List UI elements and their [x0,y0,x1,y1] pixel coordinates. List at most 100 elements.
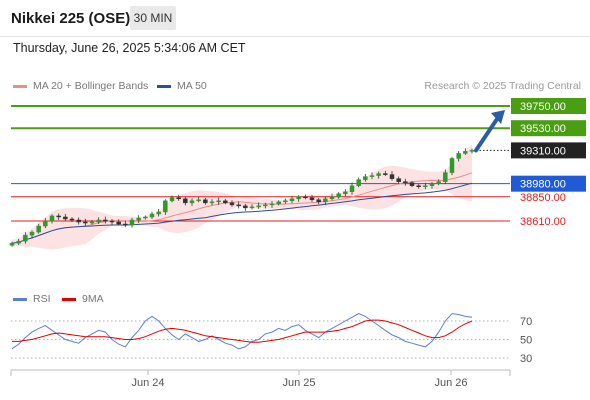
candle-body [276,201,281,205]
candle-body [156,211,161,215]
legend-rsi-ma: 9MA [62,293,104,305]
candle-body [16,240,21,244]
level-tag-38980.00 [511,175,586,192]
level-tag-39750.00 [511,98,586,114]
bollinger-bands [12,144,472,250]
candle-body [129,219,135,226]
candle-body [249,206,255,209]
candle-body [116,221,121,225]
candle-body [289,198,295,202]
candle-body [96,219,101,223]
candle-body [69,218,75,221]
legend-ma50-label: MA 50 [177,80,207,92]
candle-body [456,153,461,159]
candle-body [229,202,235,206]
level-label-39750.00: 39750.00 [520,101,566,113]
candle-body [263,204,268,207]
candle-body [63,216,68,220]
candle-body [416,185,421,187]
candle-body [423,185,428,187]
candle-body [389,174,395,179]
candle-body [209,201,215,204]
legend-ma50: MA 50 [157,80,207,92]
rsi-axis-label: 70 [520,316,532,328]
candle-body [169,197,175,202]
candle-body [323,198,328,203]
candle-body [56,215,61,218]
candle-body [149,213,155,218]
moving-averages [11,172,473,244]
rsi-axis-label: 50 [520,335,532,347]
time-axis: Jun 24 Jun 25 Jun 26 [10,369,511,389]
candle-body [196,199,201,202]
candle-body [223,200,228,204]
candle-body [463,151,468,154]
candle-body [256,205,261,208]
candle-body [283,200,288,203]
candle-body [429,183,435,186]
candle-body [9,242,15,246]
candle-body [316,199,321,203]
rsi-ma-swatch-icon [62,297,76,301]
candle-body [369,175,375,177]
watermark-text: Research © 2025 Trading Central [424,80,581,92]
candle-body [163,200,168,213]
candle-body [189,200,195,204]
candle-body [176,197,181,200]
level-tag-39530.00 [511,120,586,137]
candle-body [29,231,35,236]
rsi-ma-line [12,319,473,343]
target-arrow-icon [474,110,505,153]
x-tick-label: Jun 25 [282,377,315,389]
price-levels [11,105,510,222]
candle-body [36,225,41,233]
level-label-38850.00: 38850.00 [520,192,566,204]
candle-body [449,158,455,173]
legend-ma20: MA 20 + Bollinger Bands [13,80,148,92]
candle-body [296,196,301,200]
x-tick-label: Jun 24 [131,377,164,389]
candle-body [396,178,401,182]
legend-rsi-label: RSI [33,293,51,305]
candle-body [89,221,95,224]
rsi-axis-label: 30 [520,353,532,365]
candle-body [43,220,48,227]
arrow-head [491,110,505,124]
chart-datetime: Thursday, June 26, 2025 5:34:06 AM CET [13,41,246,55]
arrow-shaft [474,117,499,153]
candle-body [243,205,248,209]
candle-body [76,219,81,223]
candle-body [103,219,108,222]
candle-body [269,203,275,206]
candle-body [336,193,341,198]
ma50-swatch-icon [157,84,171,88]
candle-body [469,150,475,152]
instrument-title: Nikkei 225 (OSE) [11,10,131,27]
candle-body [143,216,148,219]
legend-rsi: RSI [13,293,51,305]
rsi-swatch-icon [13,297,27,301]
ma50-line [11,182,473,244]
legend-rsi-ma-label: 9MA [82,293,104,305]
candle-body [216,200,221,203]
candle-body [436,181,441,184]
candle-body [363,176,368,180]
candle-body [329,196,335,200]
candle-body [203,199,208,204]
bollinger-band-area [12,144,472,250]
candle-body [49,215,55,222]
level-tag-39310.00 [511,142,586,159]
candle-body [343,191,348,195]
x-tick-label: Jun 26 [434,377,467,389]
candle-body [136,217,141,221]
candle-body [23,234,28,242]
candle-body [383,173,388,175]
candle-body [303,196,308,199]
candle-body [443,172,448,182]
rsi-line [11,313,473,350]
candle-body [409,182,415,186]
candle-body [236,204,241,207]
price-level-labels: 39750.00 39530.00 39310.00 38980.0038850.00… [511,98,586,228]
timeframe-button[interactable]: 30 MIN [130,6,176,30]
